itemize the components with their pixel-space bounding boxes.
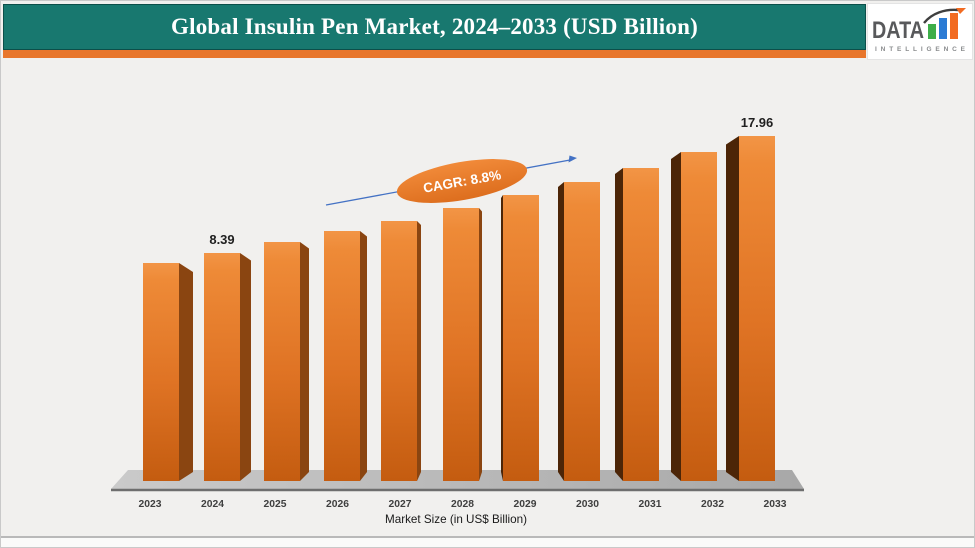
x-axis-title: Market Size (in US$ Billion) [385, 512, 527, 526]
bar-side-face [479, 208, 482, 481]
x-axis-label-2031: 2031 [639, 498, 662, 510]
logo-arrowhead-icon [956, 7, 966, 14]
bar-2025 [264, 242, 309, 481]
bar-2024 [204, 253, 251, 481]
bar-front-face [623, 168, 659, 481]
bar-side-face [179, 263, 193, 481]
x-axis-label-2029: 2029 [514, 498, 537, 510]
x-axis-label-2024: 2024 [201, 498, 224, 510]
x-axis-label-2028: 2028 [451, 498, 474, 510]
logo-wordmark: DATA [872, 17, 924, 44]
x-axis-label-2033: 2033 [764, 498, 787, 510]
brand-logo: DATA INTELLIGENCE [867, 3, 973, 60]
bar-side-face [726, 136, 739, 481]
x-axis-label-2030: 2030 [576, 498, 599, 510]
bar-side-face [417, 221, 421, 481]
bar-side-face [671, 152, 681, 481]
bar-2023 [143, 263, 193, 481]
chart-title: Global Insulin Pen Market, 2024–2033 (US… [171, 14, 698, 39]
cagr-ellipse [396, 159, 528, 203]
bar-front-face [264, 242, 300, 481]
bar-front-face [324, 231, 360, 481]
trend-arrowhead-icon [568, 155, 577, 163]
bars-layer: 8.39 17.96 [143, 115, 775, 481]
brand-logo-graphic: DATA INTELLIGENCE [872, 7, 966, 53]
bar-2031 [615, 168, 659, 481]
bar-side-face [300, 242, 309, 481]
chart-title-bar: Global Insulin Pen Market, 2024–2033 (US… [3, 4, 866, 50]
bar-2032 [671, 152, 717, 481]
x-axis-label-2027: 2027 [389, 498, 412, 510]
bar-front-face [503, 195, 539, 481]
bar-2029 [501, 195, 539, 481]
bar-front-face [204, 253, 240, 481]
bar-front-face [681, 152, 717, 481]
logo-bar-icon [950, 12, 958, 39]
x-axis-label-2025: 2025 [264, 498, 287, 510]
bar-front-face [739, 136, 775, 481]
x-axis-labels: 2023 2024 2025 2026 2027 2028 2029 2030 2031 2032… [139, 498, 787, 510]
logo-subtext: INTELLIGENCE [875, 46, 966, 53]
slide-bottom-strip [1, 536, 974, 547]
bar-side-face [501, 195, 503, 481]
bar-2033 [726, 136, 775, 481]
data-label-2024: 8.39 [209, 232, 234, 247]
x-axis-label-2023: 2023 [139, 498, 162, 510]
header-accent-strip [3, 50, 866, 58]
bar-side-face [615, 168, 623, 481]
logo-bar-icon [939, 17, 947, 39]
bar-front-face [143, 263, 179, 481]
bar-front-face [381, 221, 417, 481]
bar-2026 [324, 231, 367, 481]
x-axis-label-2032: 2032 [701, 498, 724, 510]
bar-front-face [443, 208, 479, 481]
logo-swoosh-arrow-icon [923, 8, 959, 24]
bar-2028 [443, 208, 482, 481]
logo-bar-icon [928, 23, 936, 39]
bar-side-face [360, 231, 367, 481]
bar-2027 [381, 221, 421, 481]
x-axis-label-2026: 2026 [326, 498, 349, 510]
bar-front-face [564, 182, 600, 481]
bar-side-face [240, 253, 251, 481]
bar-side-face [558, 182, 564, 481]
cagr-callout: CAGR: 8.8% [396, 159, 528, 203]
data-label-2033: 17.96 [741, 115, 774, 130]
bar-2030 [558, 182, 600, 481]
